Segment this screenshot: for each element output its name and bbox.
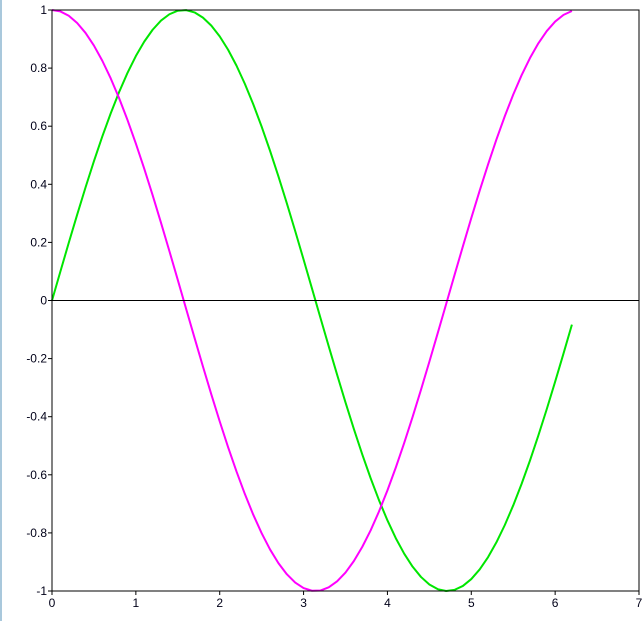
y-tick-label: -0.2 [26, 352, 47, 366]
y-tick-label: 1 [40, 3, 47, 17]
series-line-0 [51, 9, 573, 592]
x-tick-label: 6 [552, 596, 559, 610]
window-edge [0, 0, 2, 621]
x-tick-label: 7 [636, 596, 643, 610]
x-tick-label: 3 [300, 596, 307, 610]
x-tick-label: 0 [49, 596, 56, 610]
y-tick-label: 0.4 [30, 177, 47, 191]
y-tick-label: 0.6 [30, 119, 47, 133]
y-tick-label: -0.4 [26, 410, 47, 424]
y-tick-label: -0.6 [26, 468, 47, 482]
x-tick-label: 4 [384, 596, 391, 610]
y-tick-label: 0 [40, 294, 47, 308]
x-tick-label: 2 [216, 596, 223, 610]
y-tick-label: -0.8 [26, 526, 47, 540]
y-tick-label: -1 [36, 584, 47, 598]
x-tick-label: 5 [468, 596, 475, 610]
x-tick-label: 1 [133, 596, 140, 610]
y-tick-label: 0.8 [30, 61, 47, 75]
axes-layer: 0 1 2 3 4 5 6 7 1 0.8 0.6 0.4 0.2 0 -0.2 -0.4 -0.6 -0.8 -1 [26, 3, 642, 610]
y-tick-label: 0.2 [30, 235, 47, 249]
